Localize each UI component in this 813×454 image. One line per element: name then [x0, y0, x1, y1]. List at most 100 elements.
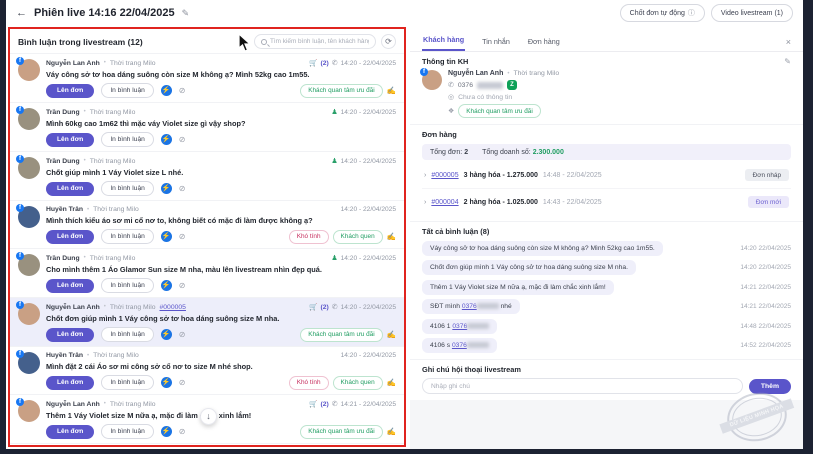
messenger-icon[interactable]: ⚡	[160, 134, 172, 145]
commenter-shop: Thời trang Milo	[89, 254, 136, 262]
comment-body: Nguyễn Lan Anh • Thời trang Milo 🛒 (2) ✆ 14:21…	[46, 400, 396, 439]
print-comment-button[interactable]: In bình luận	[101, 424, 154, 439]
hide-comment-icon[interactable]: ⊘	[178, 135, 186, 144]
orders-section: Đơn hàng Tổng đơn: 2 Tổng doanh số: 2.30…	[410, 125, 803, 222]
hide-comment-icon[interactable]: ⊘	[178, 378, 186, 387]
commenter-avatar: f	[16, 204, 40, 228]
comment-row: f Nguyễn Lan Anh • Thời trang Milo #000005 🛒(…	[10, 297, 404, 346]
customer-tag-chip[interactable]: Khách quan tâm ưu đãi	[300, 83, 383, 98]
chevron-right-icon[interactable]: ›	[424, 198, 427, 206]
customer-tag-chip[interactable]: Khách quan tâm ưu đãi	[300, 327, 383, 342]
messenger-icon[interactable]: ⚡	[160, 183, 172, 194]
order-id-link[interactable]: #000005	[431, 171, 459, 179]
create-order-button[interactable]: Lên đơn	[46, 375, 95, 390]
comment-tags: Khách quan tâm ưu đãi ✍	[300, 327, 396, 342]
create-order-button[interactable]: Lên đơn	[46, 278, 95, 293]
tab-tin-nhắn[interactable]: Tin nhắn	[482, 37, 510, 46]
comment-body: Nguyễn Lan Anh • Thời trang Milo 🛒 (2) ✆ 14:20…	[46, 59, 396, 98]
create-order-button[interactable]: Lên đơn	[46, 132, 95, 147]
messenger-icon[interactable]: ⚡	[160, 280, 172, 291]
edit-customer-icon[interactable]: ✎	[784, 57, 791, 66]
add-note-button[interactable]: Thêm	[748, 378, 791, 394]
comment-header-line: Trần Dung • Thời trang Milo ♟ 14:20 - 22/04/…	[46, 157, 396, 166]
print-comment-button[interactable]: In bình luận	[101, 327, 154, 342]
all-comments-list: Váy công sở tơ hoa dáng suông còn size M…	[422, 240, 791, 353]
phone-link[interactable]: 0376	[452, 322, 468, 330]
order-summary: 3 hàng hóa - 1.275.000	[463, 171, 538, 179]
comment-actions: Lên đơn In bình luận ⚡ ⊘	[46, 132, 396, 147]
hide-comment-icon[interactable]: ⊘	[178, 281, 186, 290]
comment-meta: ♟ 14:20 - 22/04/2025	[331, 108, 396, 117]
messenger-icon[interactable]: ⚡	[160, 329, 172, 340]
comments-panel-header: Bình luận trong livestream (12) ⟳	[10, 29, 404, 53]
edit-title-icon[interactable]: ✎	[181, 7, 190, 18]
person-check-icon: ♟	[331, 255, 338, 262]
comment-time: 14:20 - 22/04/2025	[340, 157, 396, 165]
comment-search-input[interactable]	[270, 38, 369, 45]
hide-comment-icon[interactable]: ⊘	[178, 330, 186, 339]
customer-tag-chip[interactable]: Khách quen	[332, 229, 383, 244]
print-comment-button[interactable]: In bình luận	[101, 181, 154, 196]
phone-link[interactable]: 0376	[451, 342, 467, 349]
create-order-button[interactable]: Lên đơn	[46, 83, 95, 98]
zalo-icon[interactable]: Z	[507, 80, 517, 90]
print-comment-button[interactable]: In bình luận	[101, 83, 154, 98]
hide-comment-icon[interactable]: ⊘	[178, 427, 186, 436]
note-icon[interactable]: ✍	[386, 330, 396, 339]
create-order-button[interactable]: Lên đơn	[46, 424, 95, 439]
print-comment-button[interactable]: In bình luận	[101, 375, 154, 390]
create-order-button[interactable]: Lên đơn	[46, 181, 95, 196]
auto-close-order-button[interactable]: Chốt đơn tự động ⓘ	[619, 4, 705, 22]
hide-comment-icon[interactable]: ⊘	[178, 86, 186, 95]
order-row[interactable]: › #000004 2 hàng hóa - 1.025.000 14:43 - 22…	[422, 189, 791, 215]
comment-order-link[interactable]: #000005	[159, 303, 186, 311]
customer-tag-chip[interactable]: Khách quen	[332, 375, 383, 390]
note-icon[interactable]: ✍	[386, 427, 396, 436]
messenger-icon[interactable]: ⚡	[160, 426, 172, 437]
customer-tag-chip[interactable]: Khó tính	[288, 229, 329, 244]
hide-comment-icon[interactable]: ⊘	[178, 184, 186, 193]
tab-đơn-hàng[interactable]: Đơn hàng	[527, 37, 560, 46]
order-id-link[interactable]: #000004	[431, 198, 459, 206]
tab-khách-hàng[interactable]: Khách hàng	[422, 32, 466, 51]
facebook-badge-icon: f	[16, 204, 24, 212]
customer-tag-chip[interactable]: Khách quan tâm ưu đãi	[300, 424, 383, 439]
comment-search-box[interactable]	[254, 34, 376, 49]
comment-actions: Lên đơn In bình luận ⚡ ⊘ Khách quan tâm ưu đ…	[46, 327, 396, 342]
comment-time: 14:21 - 22/04/2025	[340, 400, 396, 408]
create-order-button[interactable]: Lên đơn	[46, 229, 95, 244]
cart-icon: 🛒	[308, 304, 318, 311]
note-icon[interactable]: ✍	[386, 232, 396, 241]
comment-row: f Huyền Trân • Thời trang Milo 14:20 - 22/04…	[10, 346, 404, 394]
comment-bubble: SĐT mình 0376 nhé	[422, 299, 520, 314]
hide-comment-icon[interactable]: ⊘	[178, 232, 186, 241]
print-comment-button[interactable]: In bình luận	[101, 132, 154, 147]
customer-tag-chip[interactable]: Khách quan tâm ưu đãi	[458, 104, 541, 118]
messenger-icon[interactable]: ⚡	[160, 231, 172, 242]
details-empty-area: DỮ LIỆU MINH HỌA	[410, 387, 803, 449]
order-row[interactable]: › #000005 3 hàng hóa - 1.275.000 14:48 - 22…	[422, 162, 791, 189]
facebook-badge-icon: f	[16, 106, 24, 114]
messenger-icon[interactable]: ⚡	[160, 85, 172, 96]
redacted-phone	[467, 322, 490, 329]
messenger-icon[interactable]: ⚡	[160, 377, 172, 388]
chevron-right-icon[interactable]: ›	[424, 171, 427, 179]
print-comment-button[interactable]: In bình luận	[101, 278, 154, 293]
comment-tags: Khó tính Khách quen ✍	[288, 375, 396, 390]
phone-link[interactable]: 0376	[461, 303, 477, 310]
scroll-to-bottom-button[interactable]: ↓	[200, 408, 217, 425]
facebook-badge-icon: f	[16, 252, 24, 260]
customer-tag-chip[interactable]: Khó tính	[288, 375, 329, 390]
note-input[interactable]	[422, 378, 743, 394]
close-panel-icon[interactable]: ×	[785, 37, 791, 47]
note-icon[interactable]: ✍	[386, 378, 396, 387]
video-livestream-button[interactable]: Video livestream (1)	[710, 4, 793, 22]
refresh-comments-button[interactable]: ⟳	[381, 34, 396, 49]
comment-header-line: Huyền Trân • Thời trang Milo 14:20 - 22/04/…	[46, 352, 396, 359]
back-icon[interactable]: ←	[16, 7, 27, 19]
print-comment-button[interactable]: In bình luận	[101, 229, 154, 244]
commenter-shop: Thời trang Milo	[109, 400, 156, 408]
create-order-button[interactable]: Lên đơn	[46, 327, 95, 342]
note-icon[interactable]: ✍	[386, 86, 396, 95]
commenter-avatar: f	[16, 57, 40, 81]
